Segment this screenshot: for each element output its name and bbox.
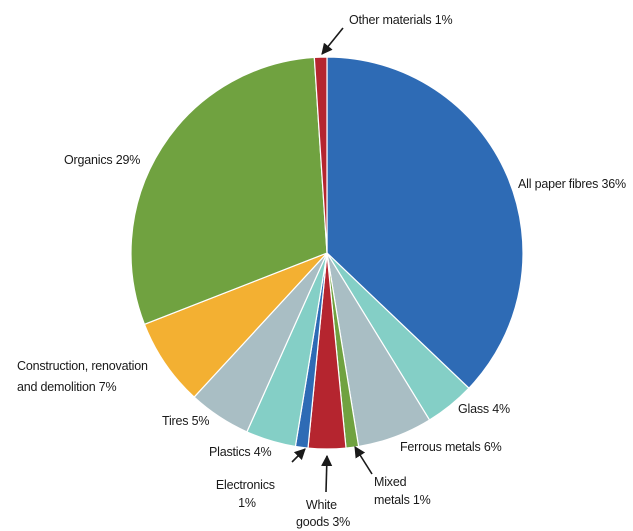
arrow-other-materials [321,27,344,55]
slice-label-organics: Organics 29% [64,153,140,167]
leader-arrows [291,27,373,493]
slice-label-glass: Glass 4% [458,402,510,416]
slice-label-electronics: Electronics 1% [216,478,278,510]
slice-label-construction-line1: Construction, renovation [17,359,148,373]
slice-label-mixed-metals: Mixed metals 1% [374,475,431,507]
slice-label-construction-line2: and demolition 7% [17,380,117,394]
slice-label-ferrous-metals: Ferrous metals 6% [400,440,502,454]
pie-slice-0 [326,56,524,390]
slice-label-all-paper-fibres: All paper fibres 36% [518,177,626,191]
pie-slice-9 [130,56,328,326]
arrow-mixed-metals [354,446,373,475]
slice-label-white-goods-line1: White [306,498,337,512]
slice-label-mixed-metals-line1: Mixed [374,475,407,489]
arrow-white-goods [321,454,333,493]
slice-label-other-materials: Other materials 1% [349,13,452,27]
slice-label-white-goods: White goods 3% [296,498,350,529]
slice-label-tires: Tires 5% [162,414,209,428]
pie-slice-10 [313,56,328,254]
slice-label-electronics-line1: Electronics [216,478,275,492]
slice-label-white-goods-line2: goods 3% [296,515,350,529]
pie-slices [130,56,524,450]
slice-label-plastics: Plastics 4% [209,445,271,459]
slice-label-construction: Construction, renovation and demolition … [17,359,151,394]
slice-label-electronics-line2: 1% [238,496,256,510]
arrow-electronics [291,448,306,463]
slice-label-mixed-metals-line2: metals 1% [374,493,431,507]
